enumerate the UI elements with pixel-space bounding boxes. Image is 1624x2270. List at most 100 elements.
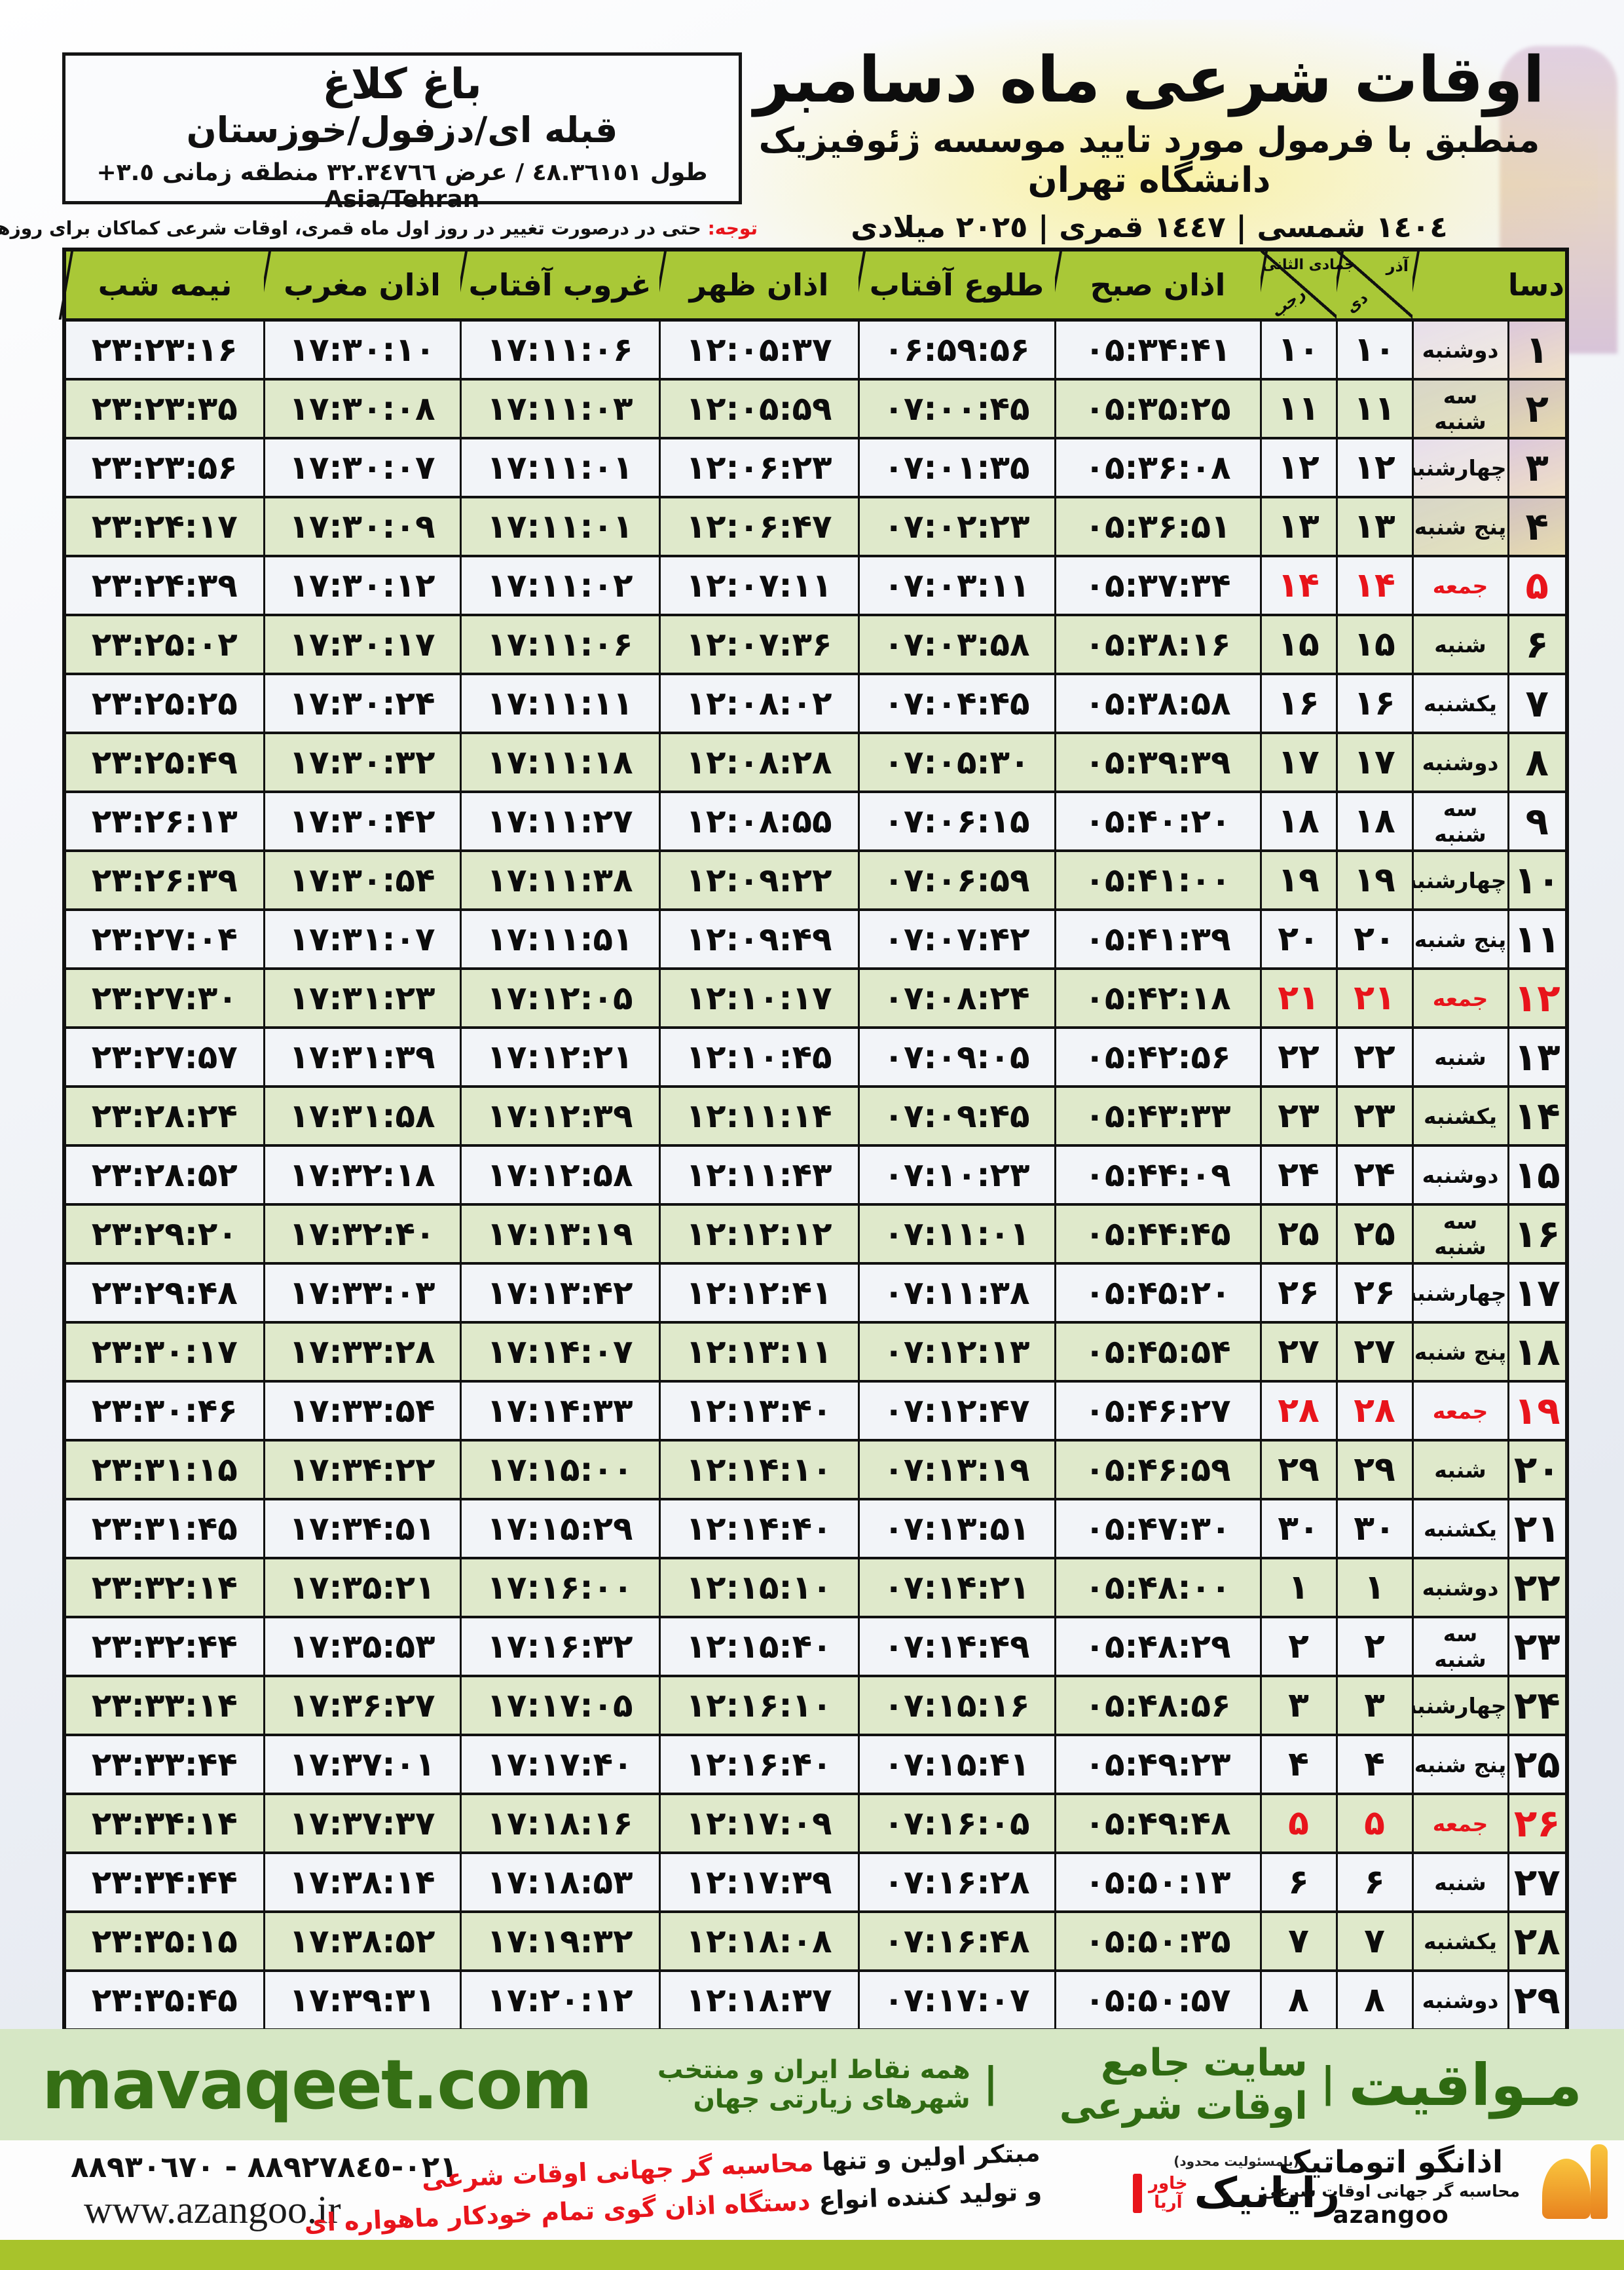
sunrise-time-cell: ۰۷:۰۸:۲۴ — [857, 967, 1056, 1029]
mavaqeet-domain-text: mavaqeet.com — [42, 2045, 593, 2125]
hijri-month-bottom-label: رجب — [1268, 284, 1309, 322]
fajr-time-cell: ۰۵:۴۱:۳۹ — [1054, 908, 1262, 970]
table-row: ۲۷ شنبه ۶ ۶ ۰۵:۵۰:۱۳ ۰۷:۱۶:۲۸ ۱۲:۱۷:۳۹ ۱… — [63, 1851, 1568, 1913]
sunrise-time-cell: ۰۷:۰۱:۳۵ — [857, 437, 1056, 498]
midnight-time-cell: ۲۳:۲۸:۲۴ — [63, 1085, 265, 1147]
dhuhr-time-cell: ۱۲:۰۷:۱۱ — [658, 555, 860, 616]
persian-month-bottom-label: دی — [1342, 288, 1372, 317]
location-name: باغ کلاغ — [322, 60, 482, 109]
maghrib-time-cell: ۱۷:۳۰:۰۹ — [263, 496, 462, 557]
persian-date-cell: ۲۳ — [1335, 1085, 1414, 1147]
dhuhr-time-cell: ۱۲:۱۴:۴۰ — [658, 1498, 860, 1559]
dhuhr-time-cell: ۱۲:۱۵:۱۰ — [658, 1557, 860, 1618]
sunrise-time-cell: ۰۷:۱۳:۵۱ — [857, 1498, 1056, 1559]
col-header-midnight: نیمه شب — [64, 250, 264, 322]
sunset-time-cell: ۱۷:۱۲:۰۵ — [459, 967, 661, 1029]
sunset-time-cell: ۱۷:۱۱:۰۲ — [459, 555, 661, 616]
table-row: ۸ دوشنبه ۱۷ ۱۷ ۰۵:۳۹:۳۹ ۰۷:۰۵:۳۰ ۱۲:۰۸:۲… — [63, 732, 1568, 793]
hijri-date-cell: ۲۴ — [1259, 1144, 1338, 1206]
sunrise-time-cell: ۰۷:۰۹:۴۵ — [857, 1085, 1056, 1147]
location-coordinates: طول ٤٨.٣٦١٥١ / عرض ٣٢.٣٤٧٦٦ منطقه زمانی … — [96, 159, 708, 214]
hijri-date-cell: ۴ — [1259, 1734, 1338, 1795]
hijri-date-cell: ۷ — [1259, 1910, 1338, 1972]
hijri-date-cell: ۲ — [1259, 1616, 1338, 1677]
maghrib-time-cell: ۱۷:۳۲:۱۸ — [263, 1144, 462, 1206]
dhuhr-time-cell: ۱۲:۰۶:۲۳ — [658, 437, 860, 498]
december-day-cell: ۱۷ — [1507, 1262, 1568, 1324]
weekday-cell: سه شنبه — [1411, 1616, 1509, 1677]
sunset-time-cell: ۱۷:۱۲:۳۹ — [459, 1085, 661, 1147]
footer: ٠٢١-٨٨٩٢٧٨٤٥ - ٨٨٩٣٠٦٧٠ www.azangoo.ir م… — [0, 2138, 1624, 2240]
sunrise-time-cell: ۰۷:۱۶:۴۸ — [857, 1910, 1056, 1972]
weekday-cell: چهارشنبه — [1411, 1675, 1509, 1736]
table-row: ۴ پنج شنبه ۱۳ ۱۳ ۰۵:۳۶:۵۱ ۰۷:۰۲:۲۳ ۱۲:۰۶… — [63, 496, 1568, 557]
persian-date-cell: ۱۷ — [1335, 732, 1414, 793]
dhuhr-time-cell: ۱۲:۱۵:۴۰ — [658, 1616, 860, 1677]
azangoo-logo-row: اذانگو اتوماتیک محاسبه گر جهانی اوقات شر… — [1262, 2144, 1608, 2229]
dhuhr-time-cell: ۱۲:۰۵:۳۷ — [658, 318, 860, 381]
december-day-cell: ۲۱ — [1507, 1498, 1568, 1559]
dhuhr-time-cell: ۱۲:۱۶:۴۰ — [658, 1734, 860, 1795]
azangoo-latin-name: azangoo — [1333, 2202, 1449, 2229]
maghrib-time-cell: ۱۷:۳۰:۲۴ — [263, 673, 462, 734]
maghrib-time-cell: ۱۷:۳۳:۰۳ — [263, 1262, 462, 1324]
sunrise-time-cell: ۰۷:۱۱:۰۱ — [857, 1203, 1056, 1265]
midnight-time-cell: ۲۳:۲۳:۱۶ — [63, 318, 265, 381]
fajr-time-cell: ۰۵:۴۳:۳۳ — [1054, 1085, 1262, 1147]
sunrise-time-cell: ۰۷:۰۵:۳۰ — [857, 732, 1056, 793]
page-subtitle: منطبق با فرمول مورد تایید موسسه ژئوفیزیک… — [758, 120, 1540, 200]
fajr-time-cell: ۰۵:۴۶:۵۹ — [1054, 1439, 1262, 1500]
hijri-month-top-label: جمادی الثانی — [1262, 257, 1355, 273]
december-day-cell: ۲۷ — [1507, 1851, 1568, 1913]
dhuhr-time-cell: ۱۲:۱۱:۱۴ — [658, 1085, 860, 1147]
persian-date-cell: ۱۰ — [1335, 318, 1414, 381]
fajr-time-cell: ۰۵:۳۸:۵۸ — [1054, 673, 1262, 734]
table-row: ۲۳ سه شنبه ۲ ۲ ۰۵:۴۸:۲۹ ۰۷:۱۴:۴۹ ۱۲:۱۵:۴… — [63, 1616, 1568, 1677]
hijri-date-cell: ۶ — [1259, 1851, 1338, 1913]
sunrise-time-cell: ۰۷:۱۲:۱۳ — [857, 1321, 1056, 1383]
maghrib-time-cell: ۱۷:۳۰:۳۲ — [263, 732, 462, 793]
weekday-cell: دوشنبه — [1411, 318, 1509, 381]
persian-date-cell: ۲۹ — [1335, 1439, 1414, 1500]
midnight-time-cell: ۲۳:۲۳:۳۵ — [63, 378, 265, 439]
dhuhr-time-cell: ۱۲:۱۰:۱۷ — [658, 967, 860, 1029]
fajr-time-cell: ۰۵:۴۱:۰۰ — [1054, 849, 1262, 911]
persian-date-cell: ۱۵ — [1335, 614, 1414, 675]
table-row: ۱۸ پنج شنبه ۲۷ ۲۷ ۰۵:۴۵:۵۴ ۰۷:۱۲:۱۳ ۱۲:۱… — [63, 1321, 1568, 1383]
weekday-cell: یکشنبه — [1411, 1910, 1509, 1972]
maghrib-time-cell: ۱۷:۳۳:۲۸ — [263, 1321, 462, 1383]
maghrib-time-cell: ۱۷:۳۰:۱۷ — [263, 614, 462, 675]
midnight-time-cell: ۲۳:۲۷:۵۷ — [63, 1026, 265, 1088]
december-day-cell: ۸ — [1507, 732, 1568, 793]
fajr-time-cell: ۰۵:۴۹:۲۳ — [1054, 1734, 1262, 1795]
december-day-cell: ۷ — [1507, 673, 1568, 734]
sunrise-time-cell: ۰۷:۰۶:۱۵ — [857, 791, 1056, 852]
sunset-time-cell: ۱۷:۱۷:۴۰ — [459, 1734, 661, 1795]
fajr-time-cell: ۰۵:۴۰:۲۰ — [1054, 791, 1262, 852]
hijri-date-cell: ۲۳ — [1259, 1085, 1338, 1147]
col-header-sunset: غروب آفتاب — [460, 250, 659, 322]
persian-date-cell: ۴ — [1335, 1734, 1414, 1795]
rayanik-sub-text: خاور آریا — [1149, 2174, 1188, 2212]
weekday-cell: سه شنبه — [1411, 378, 1509, 439]
midnight-time-cell: ۲۳:۲۷:۳۰ — [63, 967, 265, 1029]
sunset-time-cell: ۱۷:۱۷:۰۵ — [459, 1675, 661, 1736]
dome-shape — [1542, 2159, 1591, 2219]
sunset-time-cell: ۱۷:۱۱:۰۱ — [459, 437, 661, 498]
col-header-december: دسامبر — [1458, 250, 1567, 322]
table-row: ۷ یکشنبه ۱۶ ۱۶ ۰۵:۳۸:۵۸ ۰۷:۰۴:۴۵ ۱۲:۰۸:۰… — [63, 673, 1568, 734]
hijri-date-cell: ۸ — [1259, 1969, 1338, 2031]
december-day-cell: ۲۳ — [1507, 1616, 1568, 1677]
dhuhr-time-cell: ۱۲:۰۶:۴۷ — [658, 496, 860, 557]
midnight-time-cell: ۲۳:۳۵:۴۵ — [63, 1969, 265, 2031]
midnight-time-cell: ۲۳:۲۵:۴۹ — [63, 732, 265, 793]
fajr-time-cell: ۰۵:۳۶:۰۸ — [1054, 437, 1262, 498]
table-row: ۲۸ یکشنبه ۷ ۷ ۰۵:۵۰:۳۵ ۰۷:۱۶:۴۸ ۱۲:۱۸:۰۸… — [63, 1910, 1568, 1972]
maghrib-time-cell: ۱۷:۳۵:۵۳ — [263, 1616, 462, 1677]
sunset-time-cell: ۱۷:۱۵:۰۰ — [459, 1439, 661, 1500]
table-row: ۱۱ پنج شنبه ۲۰ ۲۰ ۰۵:۴۱:۳۹ ۰۷:۰۷:۴۲ ۱۲:۰… — [63, 908, 1568, 970]
december-day-cell: ۲۰ — [1507, 1439, 1568, 1500]
table-row: ۲۴ چهارشنبه ۳ ۳ ۰۵:۴۸:۵۶ ۰۷:۱۵:۱۶ ۱۲:۱۶:… — [63, 1675, 1568, 1736]
dhuhr-time-cell: ۱۲:۰۸:۰۲ — [658, 673, 860, 734]
dhuhr-time-cell: ۱۲:۱۶:۱۰ — [658, 1675, 860, 1736]
